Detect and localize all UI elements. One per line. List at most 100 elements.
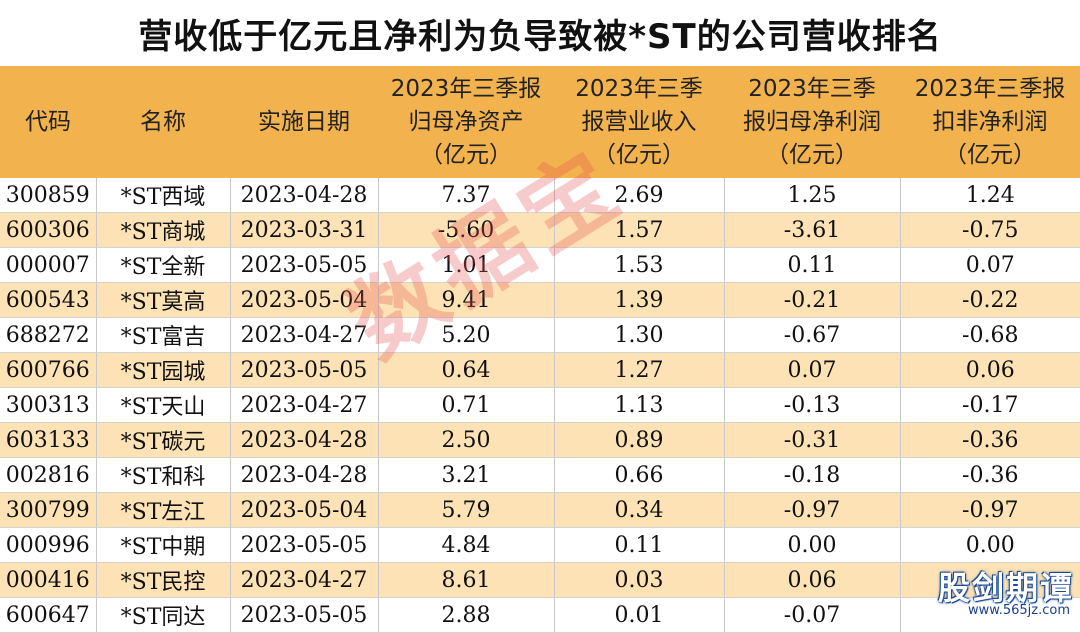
table-cell: 2023-04-28	[230, 178, 379, 213]
table-cell: 0.64	[378, 352, 555, 388]
table-cell: 2023-04-28	[230, 422, 379, 458]
column-header: 2023年三季报 归母净资产 （亿元）	[378, 66, 554, 178]
column-header: 2023年三季 报营业收入 （亿元）	[554, 66, 724, 178]
table-cell: 0.03	[554, 562, 725, 598]
table-cell: 2023-04-28	[230, 457, 379, 493]
column-header: 名称	[96, 66, 230, 178]
table-cell: 0.89	[554, 422, 725, 458]
table-row: 600543 *ST莫高 2023-05-04 9.41 1.39 -0.21 -0.22	[0, 282, 1080, 318]
table-cell: *ST莫高	[96, 282, 231, 318]
table-cell: 1.27	[554, 352, 725, 388]
column-header-line: （亿元）	[593, 141, 685, 168]
table-cell: 0.71	[378, 387, 555, 423]
table-cell: 5.79	[378, 492, 555, 528]
table-cell: -0.68	[900, 317, 1080, 353]
table-cell: 2023-04-27	[230, 317, 379, 353]
table-cell: 8.61	[378, 562, 555, 598]
column-header-line: （亿元）	[420, 141, 512, 168]
column-header: 2023年三季报 扣非净利润 （亿元）	[900, 66, 1080, 178]
column-header-line: 实施日期	[258, 108, 350, 135]
table-cell: 2023-03-31	[230, 212, 379, 248]
table-cell: 600766	[0, 352, 97, 388]
table-cell: 1.25	[724, 178, 901, 213]
column-header-line: 代码	[25, 108, 71, 135]
table-cell: 7.37	[378, 178, 555, 213]
table-cell: *ST天山	[96, 387, 231, 423]
table-cell: *ST左江	[96, 492, 231, 528]
table-cell: 1.30	[554, 317, 725, 353]
table-cell: 0.06	[724, 562, 901, 598]
table-row: 600306 *ST商城 2023-03-31 -5.60 1.57 -3.61 -0.75	[0, 212, 1080, 248]
column-header-line: 报营业收入	[581, 108, 697, 135]
table-cell: 2023-05-05	[230, 597, 379, 633]
table-cell: 000996	[0, 527, 97, 563]
table-cell: 0.00	[900, 527, 1080, 563]
table-cell: 2023-05-04	[230, 492, 379, 528]
table-cell: 2023-05-05	[230, 247, 379, 283]
table-cell: -0.36	[900, 457, 1080, 493]
table-cell: 300313	[0, 387, 97, 423]
table-cell: -0.75	[900, 212, 1080, 248]
table-cell: 2023-04-27	[230, 387, 379, 423]
table-cell: 0.00	[724, 527, 901, 563]
table-cell: 300859	[0, 178, 97, 213]
column-header-line: 报归母净利润	[743, 108, 881, 135]
table-row: 300799 *ST左江 2023-05-04 5.79 0.34 -0.97 -0.97	[0, 492, 1080, 528]
table-row: 688272 *ST富吉 2023-04-27 5.20 1.30 -0.67 -0.68	[0, 317, 1080, 353]
table-cell: 1.24	[900, 178, 1080, 213]
table-cell: -0.97	[900, 492, 1080, 528]
table-cell: 603133	[0, 422, 97, 458]
column-header-line: （亿元）	[766, 141, 858, 168]
column-header-line: 2023年三季	[575, 75, 703, 102]
table-cell: *ST中期	[96, 527, 231, 563]
table-cell: -0.31	[724, 422, 901, 458]
table-cell: 4.84	[378, 527, 555, 563]
table-cell	[900, 562, 1080, 598]
column-header-line: 扣非净利润	[932, 108, 1048, 135]
column-header-line: 2023年三季报	[914, 75, 1066, 102]
table-row: 000416 *ST民控 2023-04-27 8.61 0.03 0.06	[0, 562, 1080, 598]
column-header: 2023年三季 报归母净利润 （亿元）	[724, 66, 900, 178]
table-cell: 2023-05-05	[230, 352, 379, 388]
table-cell: 2023-04-27	[230, 562, 379, 598]
table-body: 300859 *ST西域 2023-04-28 7.37 2.69 1.25 1.24 600…	[0, 178, 1080, 633]
table-cell: 000416	[0, 562, 97, 598]
table-row: 000996 *ST中期 2023-05-05 4.84 0.11 0.00 0.00	[0, 527, 1080, 563]
table-cell: 0.07	[724, 352, 901, 388]
table-cell: 000007	[0, 247, 97, 283]
table-row: 600647 *ST同达 2023-05-05 2.88 0.01 -0.07	[0, 597, 1080, 633]
header-row: 代码 名称 实施日期 2023年三季报 归母净资产 （亿元） 2023年三季 报营业收入 （亿元…	[0, 66, 1080, 178]
table-cell: 002816	[0, 457, 97, 493]
table-cell: -3.61	[724, 212, 901, 248]
table-cell: 0.06	[900, 352, 1080, 388]
table-cell: *ST碳元	[96, 422, 231, 458]
table-cell: *ST西域	[96, 178, 231, 213]
table-cell: 300799	[0, 492, 97, 528]
table-cell	[900, 597, 1080, 633]
page-title: 营收低于亿元且净利为负导致被*ST的公司营收排名	[138, 16, 942, 57]
table-cell: 2023-05-05	[230, 527, 379, 563]
table-row: 600766 *ST园城 2023-05-05 0.64 1.27 0.07 0.06	[0, 352, 1080, 388]
table-cell: 1.57	[554, 212, 725, 248]
table-cell: 2023-05-04	[230, 282, 379, 318]
table-cell: -0.36	[900, 422, 1080, 458]
table-cell: 0.66	[554, 457, 725, 493]
table-cell: 0.11	[554, 527, 725, 563]
table-cell: 1.01	[378, 247, 555, 283]
table-cell: 600647	[0, 597, 97, 633]
table-cell: 1.13	[554, 387, 725, 423]
table-cell: 1.39	[554, 282, 725, 318]
table-cell: *ST和科	[96, 457, 231, 493]
table-cell: 0.34	[554, 492, 725, 528]
table-cell: *ST商城	[96, 212, 231, 248]
table-row: 300859 *ST西域 2023-04-28 7.37 2.69 1.25 1.24	[0, 178, 1080, 213]
table-cell: -0.67	[724, 317, 901, 353]
column-header-line: 名称	[140, 108, 186, 135]
table-cell: 9.41	[378, 282, 555, 318]
table-cell: 0.11	[724, 247, 901, 283]
column-header-line: 2023年三季报	[390, 75, 542, 102]
table-cell: 0.07	[900, 247, 1080, 283]
data-table: 代码 名称 实施日期 2023年三季报 归母净资产 （亿元） 2023年三季 报营业收入 （亿元…	[0, 66, 1080, 633]
table-cell: *ST民控	[96, 562, 231, 598]
table-cell: *ST园城	[96, 352, 231, 388]
